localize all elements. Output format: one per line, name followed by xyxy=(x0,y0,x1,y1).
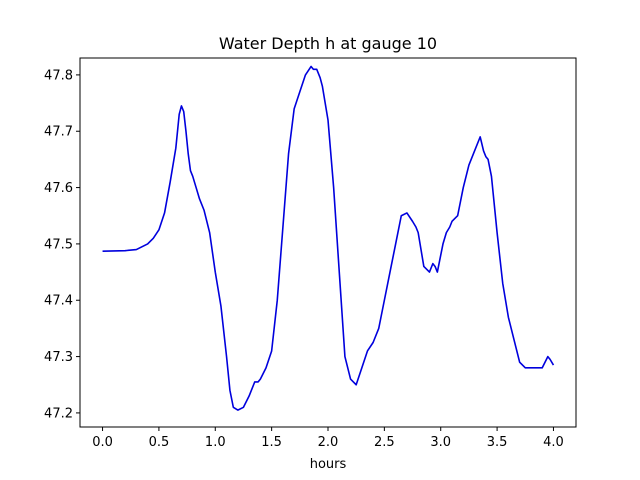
x-tick-label: 3.0 xyxy=(430,435,451,450)
x-tick-label: 4.0 xyxy=(543,435,564,450)
x-axis: 0.0 0.5 1.0 1.5 2.0 2.5 3.0 3.5 4.0 xyxy=(92,427,564,450)
y-tick-label: 47.4 xyxy=(44,294,73,309)
x-tick-label: 1.0 xyxy=(205,435,226,450)
x-tick-label: 2.5 xyxy=(374,435,395,450)
y-tick-label: 47.8 xyxy=(44,68,73,83)
chart-title: Water Depth h at gauge 10 xyxy=(219,34,437,53)
y-tick-label: 47.3 xyxy=(44,350,73,365)
x-tick-label: 0.0 xyxy=(92,435,113,450)
y-tick-label: 47.2 xyxy=(44,406,73,421)
series-line-water-depth xyxy=(102,65,555,411)
x-tick-label: 2.0 xyxy=(318,435,339,450)
x-tick-label: 1.5 xyxy=(261,435,282,450)
y-tick-label: 47.7 xyxy=(44,125,73,140)
x-tick-label: 3.5 xyxy=(487,435,508,450)
y-axis: 47.2 47.3 47.4 47.5 47.6 47.7 47.8 xyxy=(44,68,80,421)
x-axis-label: hours xyxy=(310,457,347,472)
x-tick-label: 0.5 xyxy=(149,435,170,450)
y-tick-label: 47.5 xyxy=(44,237,73,252)
y-tick-label: 47.6 xyxy=(44,181,73,196)
